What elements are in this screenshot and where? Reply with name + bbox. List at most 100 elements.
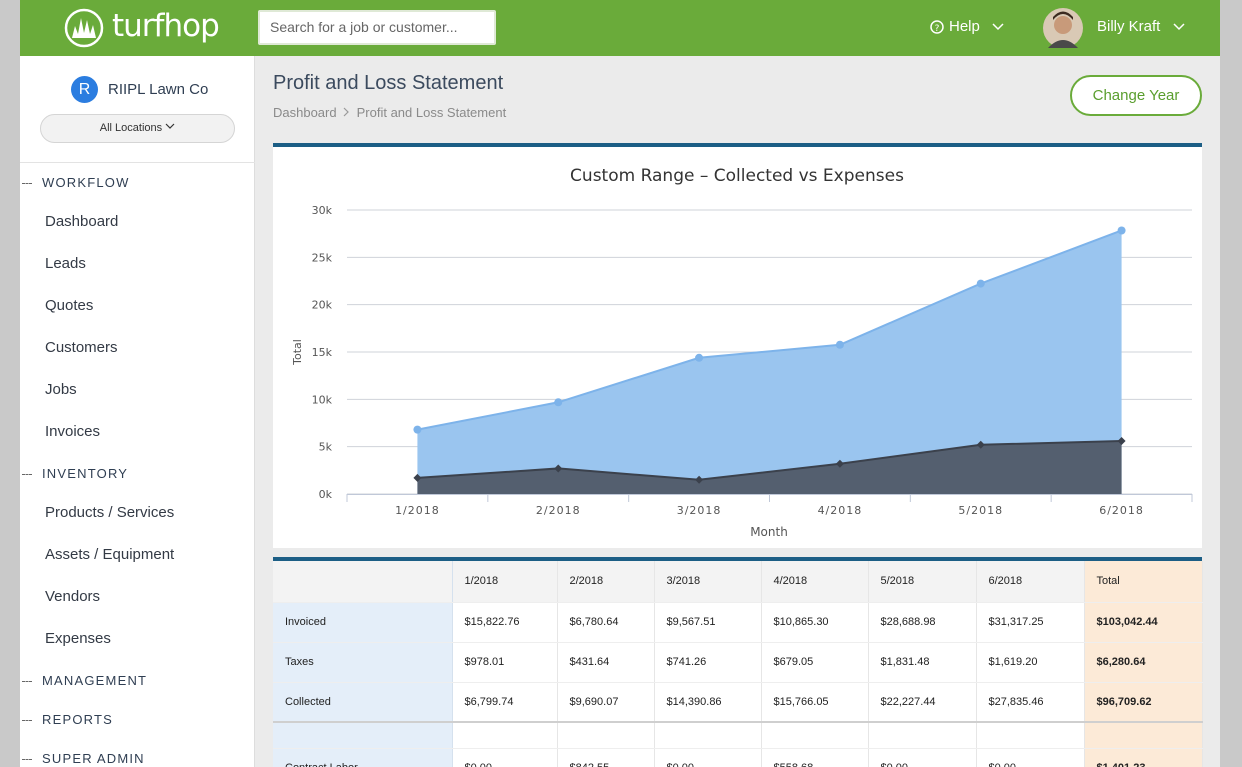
main: Profit and Loss Statement Dashboard Profi… [255, 56, 1220, 767]
cell: $31,317.25 [976, 602, 1084, 642]
spacer-cell [1084, 722, 1202, 748]
company-icon: R [71, 76, 98, 103]
cell: $1,401.23 [1084, 748, 1202, 767]
spacer-cell [557, 722, 654, 748]
cell: $679.05 [761, 642, 868, 682]
y-tick-label: 20k [312, 299, 333, 312]
x-axis-label: Month [750, 525, 788, 539]
change-year-button[interactable]: Change Year [1070, 75, 1202, 116]
nav-item[interactable]: Leads [20, 243, 255, 285]
cell: $842.55 [557, 748, 654, 767]
cell: $0.00 [452, 748, 557, 767]
nav-section[interactable]: SUPER ADMIN [20, 741, 255, 767]
row-label: Collected [273, 682, 452, 722]
chevron [1173, 22, 1185, 32]
nav-item[interactable]: Dashboard [20, 201, 255, 243]
cell: $431.64 [557, 642, 654, 682]
table-row: Invoiced$15,822.76$6,780.64$9,567.51$10,… [273, 602, 1202, 642]
pl-table: 1/20182/20183/20184/20185/20186/2018Tota… [273, 561, 1203, 767]
nav-section[interactable]: REPORTS [20, 702, 255, 738]
search-input[interactable]: Search for a job or customer... [258, 10, 496, 45]
top-bar: turfhop Search for a job or customer... … [20, 0, 1220, 56]
spacer-cell [761, 722, 868, 748]
table-header-row: 1/20182/20183/20184/20185/20186/2018Tota… [273, 561, 1202, 602]
help-icon: ? [930, 20, 946, 36]
header-cell: Total [1084, 561, 1202, 602]
logo-icon [64, 8, 104, 48]
spacer-cell [273, 722, 452, 748]
y-tick-label: 5k [319, 441, 333, 454]
chart: Custom Range – Collected vs Expenses 0k 5k… [273, 147, 1202, 547]
user-menu[interactable]: Billy Kraft [1097, 18, 1160, 35]
spacer-cell [868, 722, 976, 748]
cell: $6,780.64 [557, 602, 654, 642]
point [695, 354, 703, 362]
x-tick-label: 5/2018 [958, 504, 1003, 517]
row-label: Contract Labor [273, 748, 452, 767]
spacer-cell [452, 722, 557, 748]
breadcrumb-separator [337, 107, 357, 117]
point [836, 341, 844, 349]
x-tick-label: 3/2018 [677, 504, 722, 517]
company-name: RIIPL Lawn Co [108, 81, 208, 98]
table-row: Contract Labor$0.00$842.55$0.00$558.68$0… [273, 748, 1202, 767]
nav-item[interactable]: Invoices [20, 411, 255, 453]
svg-text:?: ? [935, 24, 940, 34]
x-tick-label: 1/2018 [395, 504, 440, 517]
y-tick-label: 10k [312, 393, 333, 406]
chevron [992, 22, 1004, 32]
point [977, 280, 985, 288]
y-tick-label: 0k [319, 488, 333, 501]
table-row: Collected$6,799.74$9,690.07$14,390.86$15… [273, 682, 1202, 722]
nav-item[interactable]: Jobs [20, 369, 255, 411]
chevron [344, 108, 348, 116]
header-cell: 4/2018 [761, 561, 868, 602]
spacer-cell [976, 722, 1084, 748]
cell: $558.68 [761, 748, 868, 767]
y-axis-label: Total [291, 339, 304, 366]
point [554, 398, 562, 406]
help-menu[interactable]: Help [949, 18, 980, 35]
header-cell: 3/2018 [654, 561, 761, 602]
cell: $9,690.07 [557, 682, 654, 722]
breadcrumb-item[interactable]: Dashboard [273, 105, 337, 120]
chevron [165, 123, 175, 131]
logo-text[interactable]: turfhop [112, 8, 219, 44]
nav-item[interactable]: Assets / Equipment [20, 534, 255, 576]
header-cell: 2/2018 [557, 561, 654, 602]
header-cell: 1/2018 [452, 561, 557, 602]
header-cell: 6/2018 [976, 561, 1084, 602]
breadcrumb-item: Profit and Loss Statement [357, 105, 507, 120]
cell: $6,799.74 [452, 682, 557, 722]
chart-panel: Custom Range – Collected vs Expenses 0k 5k… [273, 143, 1202, 548]
point [1118, 226, 1126, 234]
cell: $1,619.20 [976, 642, 1084, 682]
y-tick-label: 30k [312, 204, 333, 217]
cell: $15,766.05 [761, 682, 868, 722]
avatar[interactable] [1043, 8, 1083, 48]
cell: $96,709.62 [1084, 682, 1202, 722]
y-tick-label: 25k [312, 251, 333, 264]
nav-item[interactable]: Expenses [20, 618, 255, 660]
cell: $0.00 [976, 748, 1084, 767]
group-spacer [273, 722, 1202, 748]
nav-section[interactable]: WORKFLOW [20, 165, 255, 201]
x-tick-label: 2/2018 [536, 504, 581, 517]
nav-section[interactable]: INVENTORY [20, 456, 255, 492]
cell: $741.26 [654, 642, 761, 682]
chart-title: Custom Range – Collected vs Expenses [570, 166, 904, 186]
row-label: Taxes [273, 642, 452, 682]
nav-item[interactable]: Vendors [20, 576, 255, 618]
page-title: Profit and Loss Statement [273, 72, 503, 95]
nav-item[interactable]: Customers [20, 327, 255, 369]
nav-item[interactable]: Products / Services [20, 492, 255, 534]
nav-item[interactable]: Quotes [20, 285, 255, 327]
nav-section[interactable]: MANAGEMENT [20, 663, 255, 699]
cell: $10,865.30 [761, 602, 868, 642]
location-select[interactable]: All Locations [40, 114, 235, 143]
breadcrumb: Dashboard Profit and Loss Statement [273, 105, 506, 120]
x-tick-label: 6/2018 [1099, 504, 1144, 517]
cell: $978.01 [452, 642, 557, 682]
cell: $22,227.44 [868, 682, 976, 722]
